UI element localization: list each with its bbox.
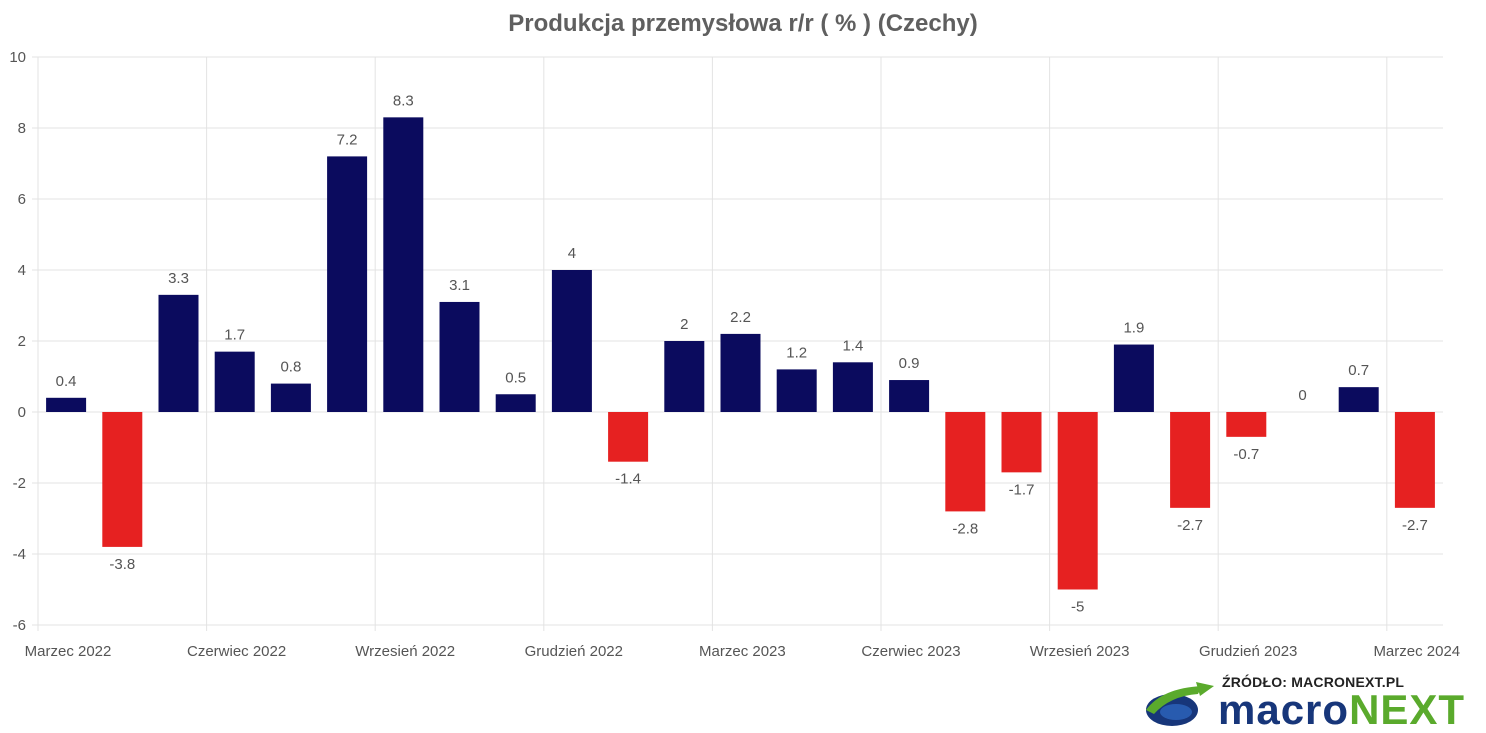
bar bbox=[439, 301, 480, 412]
data-label: -5 bbox=[1071, 599, 1084, 616]
x-tick-label: Marzec 2022 bbox=[25, 643, 112, 660]
bar bbox=[327, 156, 368, 412]
macronext-logo: macroNEXT bbox=[1218, 688, 1465, 732]
data-label: -1.4 bbox=[615, 471, 641, 488]
y-tick-label: 2 bbox=[18, 333, 26, 350]
x-tick-label: Marzec 2024 bbox=[1373, 643, 1460, 660]
data-label: -2.7 bbox=[1177, 517, 1203, 534]
bar bbox=[608, 412, 649, 462]
bar bbox=[1226, 412, 1267, 437]
y-tick-label: -2 bbox=[13, 475, 26, 492]
x-tick-label: Grudzień 2023 bbox=[1199, 643, 1297, 660]
bar bbox=[551, 270, 592, 412]
chart-title: Produkcja przemysłowa r/r ( % ) (Czechy) bbox=[508, 10, 978, 37]
data-label: 1.9 bbox=[1123, 320, 1144, 337]
bar bbox=[664, 341, 705, 412]
y-tick-label: 6 bbox=[18, 191, 26, 208]
x-axis-ticks: Marzec 2022 Czerwiec 2022 Wrzesień 2022 Gru… bbox=[25, 643, 1461, 660]
x-tick-label: Grudzień 2022 bbox=[525, 643, 623, 660]
data-label: 3.1 bbox=[449, 277, 470, 294]
bar bbox=[832, 362, 873, 412]
data-label: 1.7 bbox=[224, 327, 245, 344]
x-tick-label: Czerwiec 2022 bbox=[187, 643, 286, 660]
data-label: 0.5 bbox=[505, 369, 526, 386]
data-label: 0 bbox=[1298, 387, 1306, 404]
y-tick-label: 10 bbox=[9, 49, 26, 66]
macronext-logo-icon bbox=[1146, 682, 1214, 726]
data-label: -1.7 bbox=[1009, 481, 1035, 498]
grid-lines bbox=[32, 56, 1443, 631]
source-label: ŹRÓDŁO: MACRONEXT.PL bbox=[1222, 674, 1405, 690]
data-label: 2 bbox=[680, 316, 688, 333]
data-label: -2.8 bbox=[952, 520, 978, 537]
bar bbox=[102, 412, 143, 547]
data-label: -0.7 bbox=[1233, 446, 1259, 463]
bar bbox=[1113, 344, 1154, 412]
bar bbox=[776, 369, 817, 412]
bar bbox=[945, 412, 986, 512]
data-label: 0.9 bbox=[899, 355, 920, 372]
y-axis-ticks: 10 8 6 4 2 0 -2 -4 -6 bbox=[9, 49, 26, 634]
bar bbox=[889, 380, 930, 412]
data-label: 4 bbox=[568, 245, 576, 262]
data-label: 2.2 bbox=[730, 309, 751, 326]
data-labels: 0.4 -3.8 3.3 1.7 0.8 7.2 8.3 3.1 0.5 4 -1.4 2 2.2 1.2… bbox=[56, 92, 1428, 615]
data-label: 1.2 bbox=[786, 344, 807, 361]
bar bbox=[1394, 412, 1435, 508]
x-tick-label: Czerwiec 2023 bbox=[861, 643, 960, 660]
logo-word-part1: macro bbox=[1218, 686, 1350, 733]
bar bbox=[1057, 412, 1098, 590]
bar bbox=[495, 394, 536, 412]
y-tick-label: 8 bbox=[18, 120, 26, 137]
data-label: 8.3 bbox=[393, 92, 414, 109]
bar bbox=[1170, 412, 1211, 508]
bar bbox=[720, 333, 761, 412]
data-label: 0.4 bbox=[56, 373, 77, 390]
data-label: 0.7 bbox=[1348, 362, 1369, 379]
y-tick-label: -6 bbox=[13, 617, 26, 634]
data-label: 0.8 bbox=[280, 359, 301, 376]
data-label: 1.4 bbox=[842, 337, 863, 354]
bar bbox=[1001, 412, 1042, 473]
y-tick-label: -4 bbox=[13, 546, 26, 563]
bar bbox=[158, 294, 199, 412]
bar bbox=[46, 397, 87, 412]
data-label: -2.7 bbox=[1402, 517, 1428, 534]
logo-word-part2: NEXT bbox=[1349, 686, 1466, 733]
bar-series bbox=[46, 117, 1435, 590]
y-tick-label: 0 bbox=[18, 404, 26, 421]
bar bbox=[1338, 387, 1379, 412]
x-tick-label: Wrzesień 2022 bbox=[355, 643, 455, 660]
x-tick-label: Wrzesień 2023 bbox=[1030, 643, 1130, 660]
bar bbox=[214, 351, 255, 412]
data-label: 3.3 bbox=[168, 270, 189, 287]
data-label: -3.8 bbox=[109, 556, 135, 573]
bar bbox=[270, 383, 311, 412]
bar bbox=[383, 117, 424, 412]
data-label: 7.2 bbox=[337, 131, 358, 148]
y-tick-label: 4 bbox=[18, 262, 26, 279]
x-tick-label: Marzec 2023 bbox=[699, 643, 786, 660]
